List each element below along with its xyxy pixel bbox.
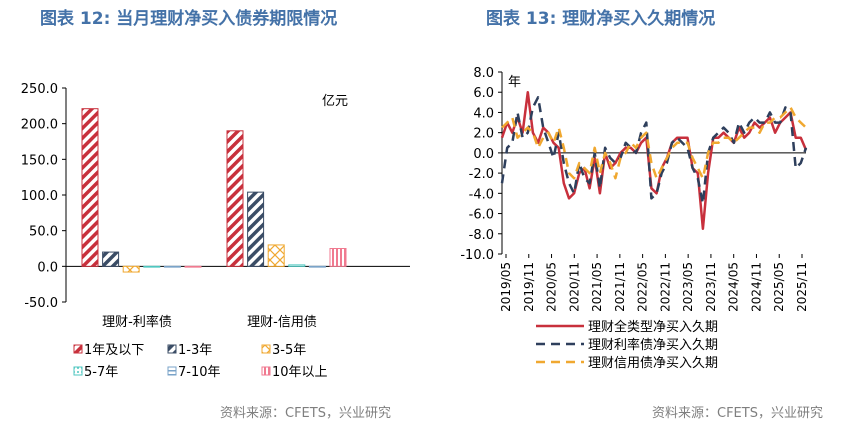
right-x-tick-label: 2021/11 [613, 262, 627, 312]
right-x-tick-label: 2023/11 [704, 262, 718, 312]
right-unit-label: 年 [508, 75, 521, 90]
left-legend-label: 1-3年 [178, 343, 212, 358]
left-legend-swatch [167, 344, 177, 354]
left-bar-1-1 [81, 108, 99, 267]
right-y-tick-label: 4.0 [473, 106, 494, 121]
right-y-tick-label: -8.0 [469, 228, 494, 243]
left-unit-label: 亿元 [322, 94, 348, 109]
right-x-tick-label: 2019/11 [522, 262, 536, 312]
left-legend-swatch [261, 366, 271, 376]
left-category-label: 理财-信用债 [247, 315, 317, 330]
left-category-label: 理财-利率债 [102, 314, 172, 330]
right-x-tick-label: 2025/11 [795, 262, 809, 312]
right-lines [500, 90, 808, 230]
left-y-tick-label: -50.0 [24, 296, 58, 311]
left-y-tick-label: 50.0 [29, 225, 58, 240]
right-x-tick-label: 2020/05 [545, 262, 559, 312]
right-line-chart: 8.0 6.0 4.0 2.0 0.0 -2.0 -4.0 -6.0 -8.0 -10.0 年 2… [460, 66, 809, 371]
left-source-note: 资料来源：CFETS，兴业研究 [220, 406, 391, 421]
right-y-tick-label: -2.0 [469, 167, 494, 182]
left-bar-2-3 [267, 244, 285, 267]
right-x-tick-label: 2019/05 [499, 262, 513, 312]
right-x-axis: 2019/05 2019/11 2020/05 2020/11 2021/05 2021/… [499, 254, 809, 312]
left-bar-2-6 [329, 248, 347, 267]
right-x-tick-label: 2021/05 [590, 262, 604, 312]
left-y-axis: 250.0 200.0 150.0 100.0 50.0 0.0 -50.0 [21, 82, 410, 311]
right-y-tick-label: -10.0 [460, 248, 494, 263]
left-legend-swatch [73, 366, 83, 376]
left-y-tick-label: 250.0 [21, 82, 58, 97]
right-x-tick-label: 2024/11 [749, 262, 763, 312]
right-chart-title: 图表 13: 理财净买入久期情况 [486, 9, 716, 29]
left-legend-label: 5-7年 [84, 365, 118, 380]
right-y-tick-label: -6.0 [469, 208, 494, 223]
left-bar-chart: 250.0 200.0 150.0 100.0 50.0 0.0 -50.0 亿元 理财-利… [21, 82, 410, 380]
right-y-tick-label: 6.0 [473, 86, 494, 101]
right-x-tick-label: 2020/11 [567, 262, 581, 312]
left-chart-title: 图表 12: 当月理财净买入债券期限情况 [40, 9, 338, 29]
left-bar-2-1 [226, 130, 244, 267]
left-bar-1-2 [102, 251, 120, 267]
left-legend: 1年及以下 1-3年 3-5年 5-7年 7-10年 10年以上 [73, 343, 328, 380]
left-bar-1-5 [163, 265, 181, 268]
left-legend-swatch [73, 344, 83, 354]
right-series-line-3 [501, 106, 807, 180]
left-legend-label: 3-5年 [272, 343, 306, 358]
left-bars [81, 108, 347, 273]
right-series-line-2 [500, 96, 808, 205]
right-x-tick-label: 2023/05 [681, 262, 695, 312]
left-legend-swatch [261, 344, 271, 354]
right-y-tick-label: -4.0 [469, 187, 494, 202]
left-y-tick-label: 0.0 [37, 260, 58, 275]
left-bar-1-6 [184, 265, 202, 268]
right-x-tick-label: 2022/11 [658, 262, 672, 312]
right-y-tick-label: 0.0 [473, 147, 494, 162]
left-legend-swatch [167, 366, 177, 376]
left-y-tick-label: 100.0 [21, 189, 58, 204]
right-x-tick-label: 2025/05 [772, 262, 786, 312]
left-y-tick-label: 200.0 [21, 118, 58, 133]
left-bar-2-4 [288, 264, 306, 267]
right-legend-label: 理财全类型净买入久期 [588, 319, 718, 335]
left-bar-1-3 [122, 265, 140, 273]
right-series-line-1 [500, 90, 808, 230]
right-legend-label: 理财信用债净买入久期 [588, 356, 718, 371]
left-legend-label: 7-10年 [178, 365, 221, 380]
right-y-tick-label: 2.0 [473, 127, 494, 142]
left-legend-label: 1年及以下 [84, 343, 144, 358]
left-bar-1-4 [143, 265, 161, 268]
right-x-tick-label: 2024/05 [727, 262, 741, 312]
right-x-tick-label: 2022/05 [636, 262, 650, 312]
left-bar-2-5 [308, 265, 326, 268]
right-source-note: 资料来源：CFETS，兴业研究 [652, 406, 823, 421]
left-y-tick-label: 150.0 [21, 153, 58, 168]
right-y-tick-label: 8.0 [473, 66, 494, 81]
left-legend-label: 10年以上 [272, 365, 328, 380]
right-y-axis: 8.0 6.0 4.0 2.0 0.0 -2.0 -4.0 -6.0 -8.0 -10.0 [460, 66, 806, 263]
right-legend-label: 理财利率债净买入久期 [588, 337, 718, 353]
left-bar-2-2 [247, 191, 265, 267]
left-category-labels: 理财-利率债 理财-信用债 [102, 314, 317, 330]
